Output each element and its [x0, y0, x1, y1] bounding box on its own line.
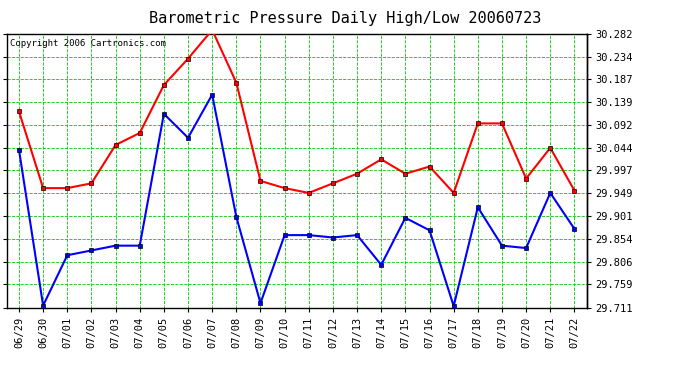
Text: Barometric Pressure Daily High/Low 20060723: Barometric Pressure Daily High/Low 20060… — [149, 11, 541, 26]
Text: Copyright 2006 Cartronics.com: Copyright 2006 Cartronics.com — [10, 39, 166, 48]
